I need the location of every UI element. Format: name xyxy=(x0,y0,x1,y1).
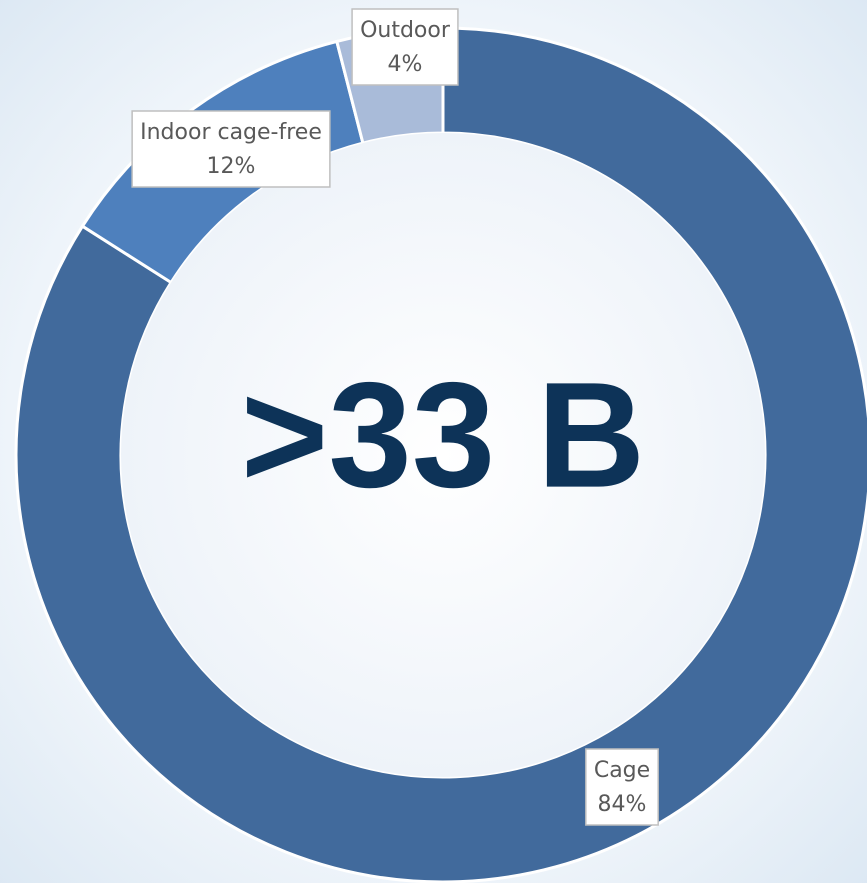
label-box xyxy=(585,748,659,826)
category-label: Outdoor xyxy=(360,18,451,43)
label-box xyxy=(351,8,459,86)
value-label: 12% xyxy=(207,154,256,179)
category-label: Indoor cage-free xyxy=(140,120,322,145)
category-label: Cage xyxy=(594,758,650,783)
value-label: 84% xyxy=(598,792,647,817)
donut-hole xyxy=(121,133,765,777)
center-label: >33 B xyxy=(241,351,645,519)
labels: Cage 84% Indoor cage-free 12% Outdoor 4% xyxy=(131,8,659,826)
value-label: 4% xyxy=(388,52,423,77)
label-box xyxy=(131,110,331,188)
